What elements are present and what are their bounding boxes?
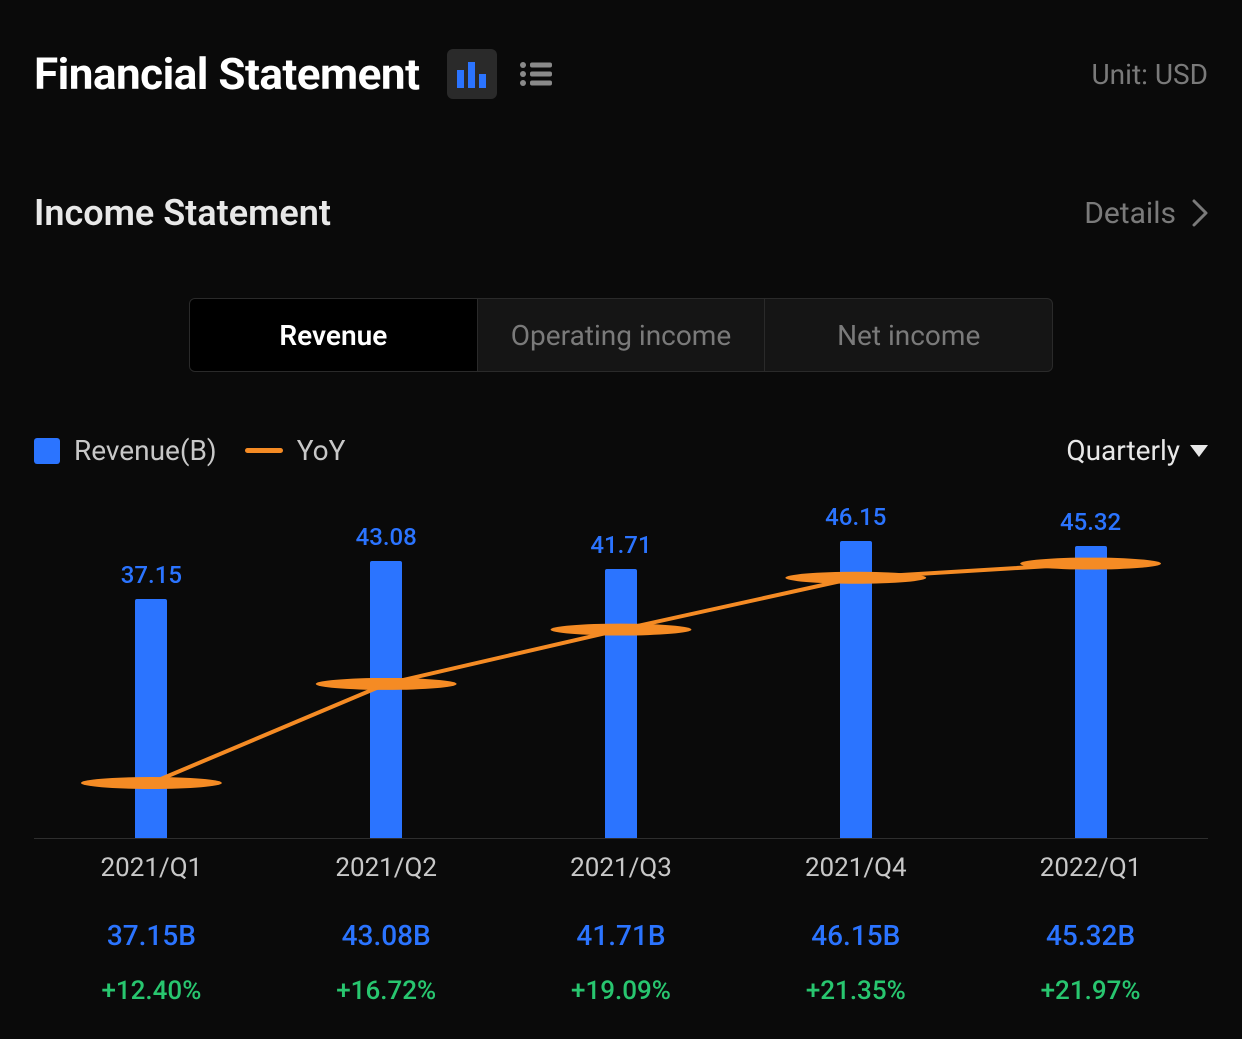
yoy-value: +21.35%	[738, 976, 973, 1006]
header-left: Financial Statement	[34, 48, 561, 100]
revenue-value: 43.08B	[269, 919, 504, 952]
tab-revenue[interactable]: Revenue	[190, 299, 478, 371]
yoy-value: +16.72%	[269, 976, 504, 1006]
x-axis-labels: 2021/Q12021/Q22021/Q32021/Q42022/Q1	[34, 853, 1208, 883]
yoy-marker[interactable]	[551, 624, 692, 636]
yoy-marker[interactable]	[785, 572, 926, 584]
legend-swatch-revenue	[34, 438, 60, 464]
x-axis-label: 2021/Q1	[34, 853, 269, 883]
header: Financial Statement	[34, 48, 1208, 100]
list-icon	[519, 61, 553, 87]
x-axis-label: 2021/Q4	[738, 853, 973, 883]
details-label: Details	[1084, 196, 1176, 231]
x-axis-label: 2021/Q3	[504, 853, 739, 883]
revenue-value: 41.71B	[504, 919, 739, 952]
yoy-line-overlay	[34, 517, 1208, 838]
metric-tabs: RevenueOperating incomeNet income	[189, 298, 1053, 372]
yoy-marker[interactable]	[316, 678, 457, 690]
value-row: 37.15B43.08B41.71B46.15B45.32B	[34, 919, 1208, 952]
yoy-value: +12.40%	[34, 976, 269, 1006]
yoy-value: +21.97%	[973, 976, 1208, 1006]
chevron-right-icon	[1192, 199, 1208, 227]
legend-label-revenue: Revenue(B)	[74, 434, 217, 467]
section-header: Income Statement Details	[34, 192, 1208, 234]
list-view-button[interactable]	[511, 49, 561, 99]
bar-chart-icon	[455, 60, 489, 88]
chart-view-button[interactable]	[447, 49, 497, 99]
yoy-marker[interactable]	[81, 777, 222, 789]
chart-legend: Revenue(B) YoY	[34, 434, 345, 467]
revenue-value: 37.15B	[34, 919, 269, 952]
x-axis-label: 2022/Q1	[973, 853, 1208, 883]
page-title: Financial Statement	[34, 48, 419, 100]
period-selector[interactable]: Quarterly	[1066, 434, 1208, 467]
section-title: Income Statement	[34, 192, 331, 234]
revenue-chart: 37.1543.0841.7146.1545.32	[34, 517, 1208, 839]
tab-operating-income[interactable]: Operating income	[478, 299, 766, 371]
tab-net-income[interactable]: Net income	[765, 299, 1052, 371]
yoy-marker[interactable]	[1020, 558, 1161, 570]
yoy-row: +12.40%+16.72%+19.09%+21.35%+21.97%	[34, 976, 1208, 1006]
legend-row: Revenue(B) YoY Quarterly	[34, 434, 1208, 467]
revenue-value: 46.15B	[738, 919, 973, 952]
legend-label-yoy: YoY	[297, 434, 346, 467]
details-link[interactable]: Details	[1084, 196, 1208, 231]
legend-swatch-yoy	[245, 448, 283, 453]
view-toggle	[447, 49, 561, 99]
yoy-value: +19.09%	[504, 976, 739, 1006]
yoy-line	[151, 564, 1090, 783]
caret-down-icon	[1190, 445, 1208, 457]
revenue-value: 45.32B	[973, 919, 1208, 952]
period-selected-label: Quarterly	[1066, 434, 1180, 467]
x-axis-label: 2021/Q2	[269, 853, 504, 883]
unit-label: Unit: USD	[1092, 58, 1208, 91]
